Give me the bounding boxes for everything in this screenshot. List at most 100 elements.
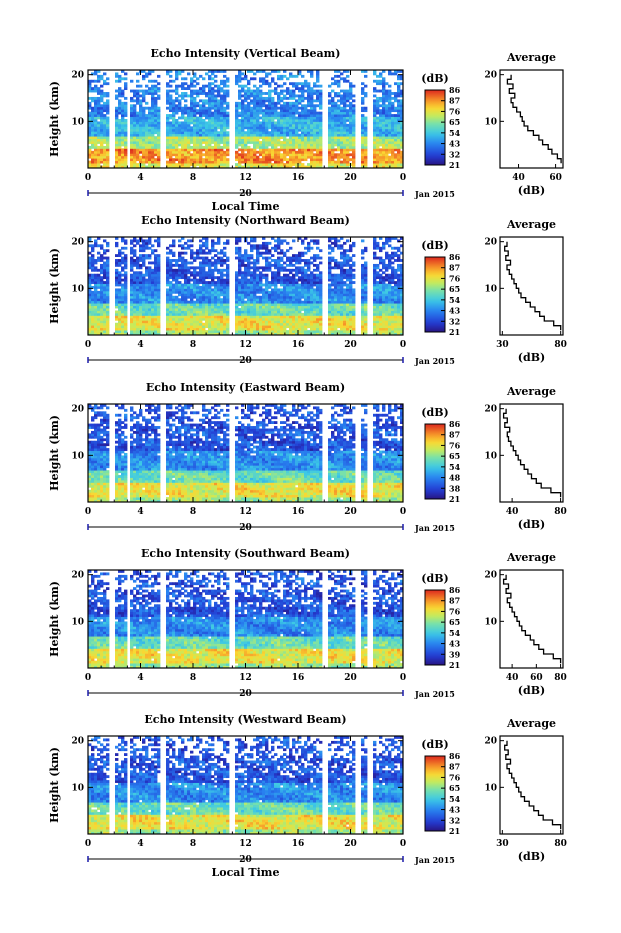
heatmap-cell: [295, 144, 298, 147]
heatmap-cell: [259, 153, 262, 156]
heatmap-cell: [217, 163, 220, 166]
heatmap-cell: [94, 298, 97, 301]
heatmap-cell: [292, 117, 295, 120]
heatmap-cell: [100, 284, 103, 287]
heatmap-cell: [301, 148, 304, 151]
heatmap-cell: [310, 151, 313, 154]
heatmap-cell: [244, 141, 247, 144]
heatmap-cell: [373, 117, 376, 120]
heatmap-cell: [142, 95, 145, 98]
heatmap-cell: [346, 119, 349, 122]
heatmap-cell: [190, 90, 193, 93]
heatmap-cell: [121, 109, 124, 112]
heatmap-cell: [199, 87, 202, 90]
heatmap-cell: [136, 163, 139, 166]
heatmap-cell: [250, 102, 253, 105]
heatmap-cell: [283, 102, 286, 105]
heatmap-cell: [118, 144, 121, 147]
heatmap-cell: [388, 313, 391, 316]
heatmap-cell: [388, 121, 391, 124]
heatmap-cell: [346, 161, 349, 164]
heatmap-cell: [376, 117, 379, 120]
heatmap-cell: [106, 163, 109, 166]
heatmap-cell: [310, 328, 313, 331]
heatmap-cell: [382, 126, 385, 129]
heatmap-cell: [148, 158, 151, 161]
heatmap-cell: [382, 107, 385, 110]
heatmap-cell: [181, 141, 184, 144]
heatmap-cell: [154, 323, 157, 326]
heatmap-cell: [226, 298, 229, 301]
heatmap-cell: [214, 144, 217, 147]
heatmap-cell: [310, 114, 313, 117]
heatmap-cell: [310, 99, 313, 102]
heatmap-cell: [391, 153, 394, 156]
heatmap-cell: [292, 320, 295, 323]
heatmap-cell: [181, 315, 184, 318]
heatmap-cell: [397, 90, 400, 93]
heatmap-cell: [181, 296, 184, 299]
heatmap-cell: [331, 82, 334, 85]
heatmap-cell: [394, 315, 397, 318]
heatmap-cell: [307, 119, 310, 122]
heatmap-cell: [328, 153, 331, 156]
heatmap-cell: [319, 144, 322, 147]
heatmap-cell: [220, 320, 223, 323]
heatmap-cell: [319, 139, 322, 142]
heatmap-cell: [241, 286, 244, 289]
heatmap-cell: [175, 313, 178, 316]
heatmap-cell: [295, 82, 298, 85]
heatmap-cell: [388, 293, 391, 296]
heatmap-cell: [307, 144, 310, 147]
heatmap-cell: [196, 323, 199, 326]
heatmap-cell: [211, 308, 214, 311]
heatmap-cell: [115, 144, 118, 147]
heatmap-cell: [118, 102, 121, 105]
heatmap-cell: [136, 129, 139, 132]
heatmap-cell: [286, 139, 289, 142]
heatmap-cell: [214, 318, 217, 321]
heatmap-cell: [337, 109, 340, 112]
heatmap-cell: [361, 136, 364, 139]
heatmap-cell: [199, 158, 202, 161]
heatmap-cell: [361, 320, 364, 323]
heatmap-cell: [283, 315, 286, 318]
heatmap-cell: [316, 315, 319, 318]
heatmap-cell: [151, 320, 154, 323]
heatmap-cell: [268, 320, 271, 323]
heatmap-cell: [202, 163, 205, 166]
heatmap-cell: [289, 151, 292, 154]
heatmap-cell: [115, 75, 118, 78]
heatmap-cell: [139, 136, 142, 139]
heatmap-cell: [391, 126, 394, 129]
heatmap-cell: [316, 320, 319, 323]
heatmap-cell: [385, 284, 388, 287]
heatmap-cell: [223, 146, 226, 149]
heatmap-cell: [241, 291, 244, 294]
heatmap-cell: [277, 313, 280, 316]
heatmap-cell: [352, 303, 355, 306]
heatmap-cell: [397, 139, 400, 142]
heatmap-cell: [361, 82, 364, 85]
heatmap-cell: [220, 129, 223, 132]
heatmap-cell: [223, 161, 226, 164]
heatmap-cell: [361, 124, 364, 127]
heatmap-cell: [214, 284, 217, 287]
heatmap-cell: [259, 328, 262, 331]
heatmap-cell: [136, 92, 139, 95]
heatmap-cell: [316, 97, 319, 100]
heatmap-cell: [121, 153, 124, 156]
heatmap-cell: [373, 148, 376, 151]
heatmap-cell: [220, 328, 223, 331]
heatmap-cell: [136, 119, 139, 122]
heatmap-cell: [241, 303, 244, 306]
heatmap-cell: [262, 102, 265, 105]
heatmap-cell: [184, 119, 187, 122]
heatmap-cell: [190, 117, 193, 120]
heatmap-cell: [103, 80, 106, 83]
heatmap-cell: [223, 296, 226, 299]
heatmap-cell: [157, 136, 160, 139]
heatmap-cell: [172, 296, 175, 299]
heatmap-cell: [136, 320, 139, 323]
heatmap-cell: [292, 281, 295, 284]
